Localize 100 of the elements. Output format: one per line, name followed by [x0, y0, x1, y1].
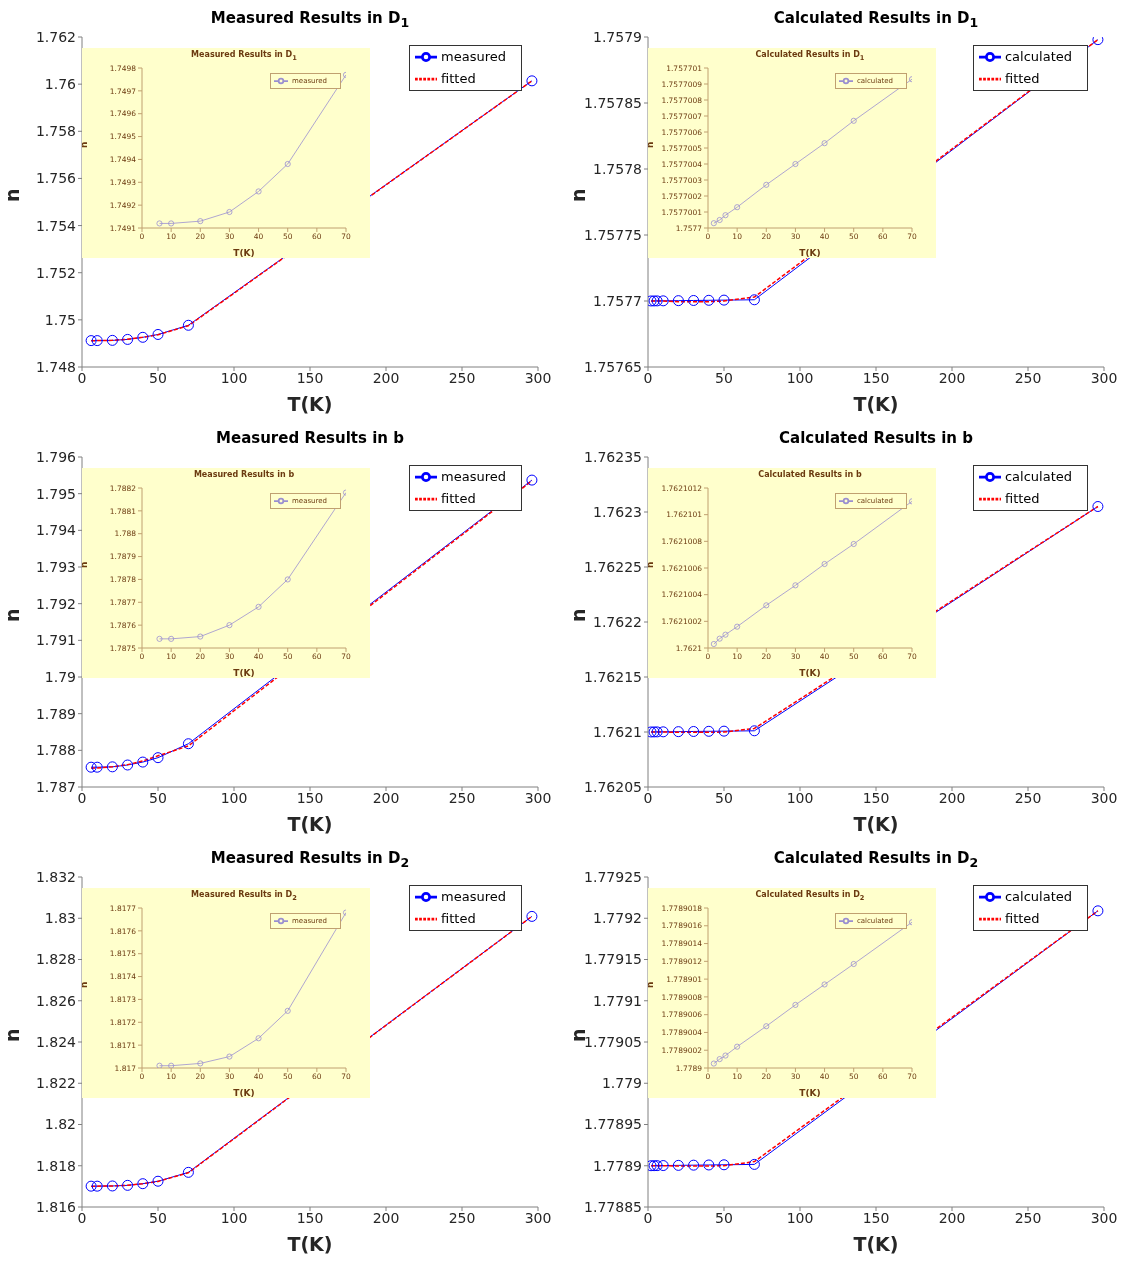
y-tick-label: 1.77925 — [584, 868, 642, 885]
x-axis-title: T(K) — [287, 813, 333, 835]
y-tick-label: 1.816 — [35, 1198, 77, 1215]
x-tick-label: 150 — [296, 789, 324, 806]
y-tick-label: 1.76225 — [584, 558, 642, 575]
y-tick-label: 1.756 — [35, 170, 77, 187]
y-tick-label: 1.818 — [35, 1157, 76, 1174]
chart-title: Calculated Results in D$_{2}$ — [772, 848, 980, 871]
x-axis-title: T(K) — [799, 1088, 821, 1098]
chart-title: Calculated Results in D$_{2}$ — [754, 889, 866, 904]
x-tick-label: 150 — [296, 1209, 324, 1226]
x-tick-label: 100 — [786, 369, 814, 386]
y-tick-label: 1.748 — [35, 358, 76, 375]
y-tick-label: 1.779 — [601, 1075, 642, 1092]
y-tick-label: 1.83 — [44, 910, 76, 927]
legend-label: calculated — [1004, 48, 1072, 64]
x-tick-label: 100 — [220, 789, 248, 806]
y-tick-label: 1.7622 — [593, 613, 642, 630]
chart-title: Calculated Results in D$_{1}$ — [754, 49, 866, 64]
y-tick-label: 1.7789 — [593, 1157, 642, 1174]
x-tick-label: 50 — [715, 369, 733, 386]
y-tick-label: 1.762 — [35, 28, 76, 45]
x-tick-label: 250 — [1014, 369, 1042, 386]
x-tick-label: 300 — [524, 1209, 552, 1226]
y-tick-label: 1.76 — [44, 76, 77, 93]
legend-label: measured — [441, 888, 506, 904]
x-axis-title: T(K) — [853, 393, 899, 415]
y-tick-label: 1.826 — [35, 992, 77, 1009]
x-tick-label: 50 — [715, 789, 733, 806]
x-tick-label: 150 — [862, 369, 890, 386]
x-tick-label: 250 — [1014, 1209, 1042, 1226]
y-tick-label: 1.82 — [44, 1116, 76, 1133]
legend-label: fitted — [441, 490, 476, 506]
y-tick-label: 1.788 — [35, 742, 76, 759]
y-tick-label: 1.7792 — [593, 910, 642, 927]
x-tick-label: 300 — [1090, 789, 1118, 806]
x-tick-label: 250 — [1014, 789, 1042, 806]
y-tick-label: 1.77905 — [584, 1033, 642, 1050]
y-tick-label: 1.75785 — [584, 94, 642, 111]
y-axis-title: n — [645, 561, 656, 568]
x-tick-label: 100 — [786, 1209, 814, 1226]
chart-title: Calculated Results in b — [757, 469, 863, 481]
y-tick-label: 1.791 — [35, 632, 76, 649]
x-axis-title: T(K) — [233, 1088, 255, 1098]
y-tick-label: 1.76215 — [584, 668, 642, 685]
legend-label: measured — [441, 468, 506, 484]
y-tick-label: 1.76205 — [584, 778, 642, 795]
chart-title: Calculated Results in D$_{1}$ — [772, 8, 980, 31]
x-tick-label: 200 — [938, 1209, 966, 1226]
legend-label: fitted — [441, 910, 476, 926]
y-tick-label: 1.7623 — [593, 503, 642, 520]
x-tick-label: 50 — [149, 369, 167, 386]
y-tick-label: 1.7791 — [593, 992, 642, 1009]
y-axis-title: n — [0, 188, 23, 202]
y-axis-title: n — [79, 561, 90, 568]
x-axis-title: T(K) — [287, 1233, 333, 1255]
legend-label: calculated — [1004, 888, 1072, 904]
x-tick-label: 250 — [448, 369, 476, 386]
x-tick-label: 250 — [448, 789, 476, 806]
x-tick-label: 50 — [149, 789, 167, 806]
y-tick-label: 1.795 — [35, 485, 76, 502]
y-tick-label: 1.828 — [35, 951, 76, 968]
y-tick-label: 1.789 — [35, 705, 76, 722]
x-tick-label: 50 — [149, 1209, 167, 1226]
x-tick-label: 200 — [372, 1209, 400, 1226]
y-tick-label: 1.79 — [44, 668, 76, 685]
y-tick-label: 1.77885 — [584, 1198, 642, 1215]
chart-title: Measured Results in b — [215, 428, 405, 449]
y-tick-label: 1.75775 — [584, 226, 642, 243]
y-tick-label: 1.792 — [35, 595, 76, 612]
y-tick-label: 1.7579 — [593, 28, 642, 45]
x-axis-title: T(K) — [799, 248, 821, 258]
y-tick-label: 1.752 — [35, 264, 76, 281]
y-axis-title: n — [645, 981, 656, 988]
x-axis-title: T(K) — [799, 668, 821, 678]
x-tick-label: 200 — [372, 369, 400, 386]
x-tick-label: 0 — [77, 369, 87, 386]
x-axis-title: T(K) — [233, 248, 255, 258]
y-tick-label: 1.76235 — [584, 448, 642, 465]
x-tick-label: 100 — [220, 1209, 248, 1226]
y-tick-label: 1.793 — [35, 558, 76, 575]
y-tick-label: 1.75 — [44, 311, 76, 328]
y-tick-label: 1.7578 — [593, 160, 642, 177]
chart-title: Measured Results in b — [192, 469, 296, 481]
x-tick-label: 150 — [862, 1209, 890, 1226]
x-tick-label: 0 — [643, 1209, 653, 1226]
chart-title: Measured Results in D$_{1}$ — [190, 49, 298, 64]
chart-title: Calculated Results in b — [778, 428, 974, 449]
legend-label: fitted — [1004, 910, 1040, 926]
x-axis-title: T(K) — [853, 1233, 899, 1255]
x-axis-title: T(K) — [233, 668, 255, 678]
x-tick-label: 100 — [220, 369, 248, 386]
y-tick-label: 1.754 — [35, 217, 77, 234]
y-axis-title: n — [645, 141, 656, 148]
y-axis-title: n — [0, 608, 23, 622]
x-tick-label: 300 — [524, 789, 552, 806]
y-tick-label: 1.758 — [35, 123, 76, 140]
y-tick-label: 1.77895 — [584, 1116, 642, 1133]
y-tick-label: 1.77915 — [584, 951, 642, 968]
x-tick-label: 250 — [448, 1209, 476, 1226]
